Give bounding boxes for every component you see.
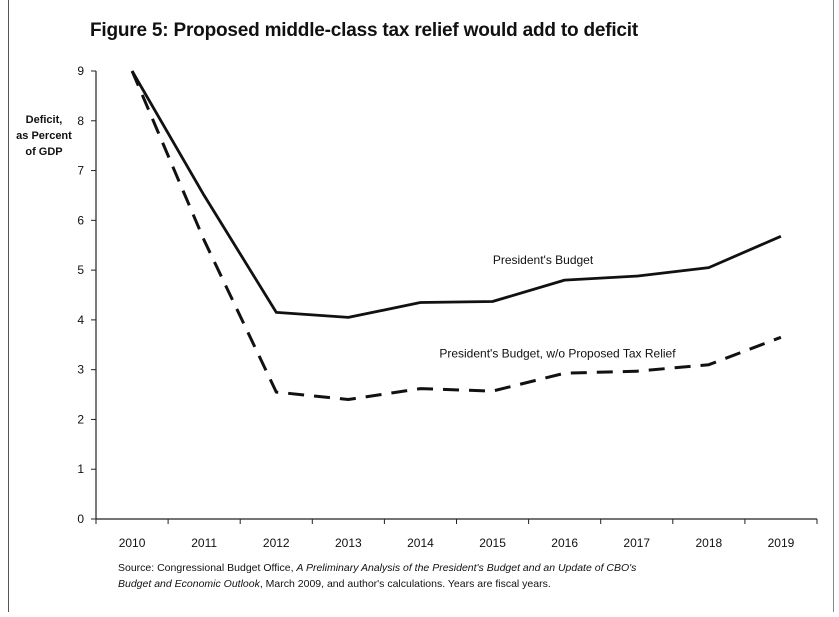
source-note: Source: Congressional Budget Office, A P… (118, 560, 636, 592)
source-line-2: Budget and Economic Outlook, March 2009,… (118, 576, 636, 592)
y-axis-label-line: as Percent (16, 130, 72, 142)
figure-frame (8, 0, 834, 612)
x-tick-label: 2019 (768, 536, 795, 550)
y-tick-label: 6 (77, 213, 84, 227)
source-italic-title: A Preliminary Analysis of the President'… (296, 562, 637, 574)
y-axis-label-line: Deficit, (25, 114, 63, 126)
source-suffix: , March 2009, and author's calculations.… (259, 578, 551, 590)
x-tick-label: 2015 (479, 536, 506, 550)
x-tick-label: 2016 (551, 536, 578, 550)
series-label-without-tax-relief: President's Budget, w/o Proposed Tax Rel… (439, 347, 676, 361)
y-tick-label: 7 (77, 164, 84, 178)
y-tick-label: 3 (77, 363, 84, 377)
series-label-presidents-budget: President's Budget (493, 253, 594, 267)
y-tick-label: 8 (77, 114, 84, 128)
y-tick-label: 5 (77, 263, 84, 277)
axes: 0 1 2 3 4 5 6 7 8 9 2010 2011 2012 2013 2014 2015 2016 20… (77, 64, 818, 550)
x-tick-label: 2010 (119, 536, 146, 550)
source-line-1: Source: Congressional Budget Office, A P… (118, 560, 636, 576)
chart-title: Figure 5: Proposed middle-class tax reli… (90, 20, 639, 41)
series-line-without-tax-relief (130, 70, 782, 401)
x-tick-label: 2011 (191, 536, 217, 550)
y-tick-label: 0 (77, 512, 84, 526)
labels-layer: President's Budget President's Budget, w/… (439, 253, 676, 361)
x-tick-label: 2018 (695, 536, 722, 550)
y-tick-label: 4 (77, 313, 84, 327)
series-line-presidents-budget (130, 70, 782, 319)
x-tick-label: 2017 (623, 536, 650, 550)
series-layer (130, 70, 782, 401)
y-axis-label-line: of GDP (25, 146, 63, 158)
y-tick-label: 1 (77, 462, 84, 476)
source-prefix: Source: Congressional Budget Office, (118, 562, 297, 574)
y-tick-label: 9 (77, 64, 84, 78)
x-tick-label: 2013 (335, 536, 362, 550)
x-tick-label: 2012 (263, 536, 290, 550)
x-tick-label: 2014 (407, 536, 434, 550)
y-tick-label: 2 (77, 412, 84, 426)
source-italic-title-2: Budget and Economic Outlook (118, 578, 260, 590)
y-axis-label: Deficit, as Percent of GDP (12, 112, 76, 160)
